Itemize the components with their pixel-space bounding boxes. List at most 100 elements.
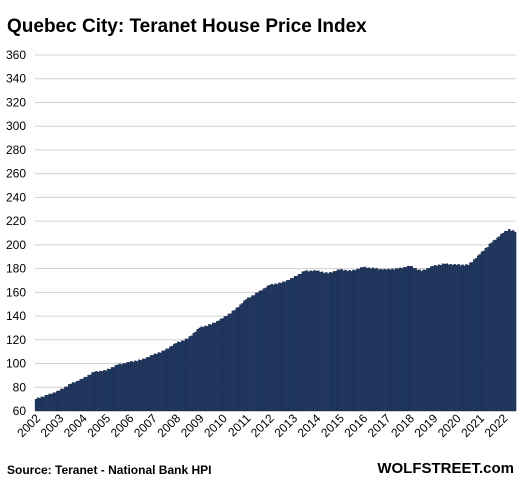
bar — [223, 316, 227, 412]
x-tick-label: 2022 — [482, 411, 511, 440]
x-tick-label: 2018 — [388, 411, 417, 440]
bar — [344, 269, 347, 412]
x-tick-label: 2010 — [201, 411, 230, 440]
x-tick-label: 2003 — [38, 411, 67, 440]
bar — [106, 368, 110, 412]
bar — [163, 350, 166, 412]
bar — [71, 382, 75, 412]
bar — [328, 272, 332, 412]
bar — [44, 394, 47, 412]
bar — [500, 233, 503, 412]
x-tick-label: 2015 — [318, 411, 347, 440]
bar — [377, 269, 380, 412]
y-tick-label: 100 — [6, 357, 26, 371]
bar — [251, 295, 254, 412]
bar — [241, 303, 244, 412]
bar — [363, 266, 367, 412]
bar — [79, 379, 83, 412]
y-tick-label: 200 — [6, 238, 26, 252]
x-tick-label: 2005 — [84, 411, 113, 440]
bar — [476, 255, 480, 412]
x-tick-label: 2011 — [225, 411, 253, 439]
bar — [42, 396, 46, 412]
bar — [437, 264, 441, 412]
bar — [369, 268, 373, 412]
x-tick-label: 2020 — [435, 411, 464, 440]
y-tick-label: 340 — [6, 72, 26, 86]
bar — [155, 353, 158, 412]
bar — [356, 268, 359, 412]
bar — [350, 271, 353, 412]
bar — [352, 269, 355, 412]
bar — [81, 378, 84, 412]
bar — [34, 399, 38, 412]
bar — [264, 287, 268, 412]
bar — [217, 320, 221, 412]
bar — [192, 332, 195, 412]
brand-watermark: WOLFSTREET.com — [377, 460, 514, 477]
bar — [451, 264, 454, 412]
bar — [225, 316, 229, 412]
bar — [455, 264, 458, 412]
bar — [214, 322, 217, 412]
bar — [422, 269, 425, 412]
bar — [52, 392, 55, 412]
bar — [149, 355, 153, 412]
bar — [95, 371, 98, 412]
bar — [379, 268, 382, 412]
bar — [439, 265, 443, 412]
bar — [104, 370, 108, 412]
bar — [293, 276, 297, 412]
bar — [332, 271, 336, 412]
y-tick-label: 300 — [6, 119, 26, 133]
bar — [243, 300, 246, 412]
bar — [126, 362, 129, 412]
bar — [402, 267, 406, 412]
bar — [132, 361, 135, 412]
bar — [268, 285, 271, 412]
bar — [221, 318, 225, 412]
bar — [75, 380, 79, 412]
bar — [424, 269, 427, 412]
bar — [169, 346, 172, 412]
bar — [274, 283, 277, 412]
bar — [467, 265, 470, 412]
bar — [245, 299, 248, 412]
bar — [317, 270, 320, 412]
bar — [239, 304, 242, 412]
bar — [73, 382, 77, 412]
bar — [506, 230, 509, 412]
x-tick-label: 2004 — [61, 411, 90, 440]
bar — [112, 367, 116, 412]
bar — [453, 264, 456, 412]
bar — [478, 254, 482, 412]
bar — [492, 240, 495, 412]
bar — [408, 266, 412, 412]
y-tick-label: 180 — [6, 262, 26, 276]
bar — [299, 273, 303, 412]
bar — [48, 393, 51, 412]
bar — [387, 268, 390, 412]
bar — [391, 268, 394, 412]
bar — [383, 268, 386, 412]
bar — [276, 284, 279, 412]
bar — [504, 230, 507, 412]
bar — [212, 322, 215, 412]
bar — [404, 267, 408, 412]
bar — [315, 270, 318, 412]
y-tick-label: 240 — [6, 190, 26, 204]
bar — [249, 297, 252, 412]
bar — [406, 265, 410, 412]
bar — [235, 307, 238, 412]
bar — [447, 264, 451, 412]
bar — [465, 264, 468, 412]
bar — [418, 269, 421, 412]
bar — [93, 371, 96, 412]
x-tick-label: 2016 — [342, 411, 371, 440]
bar — [180, 340, 184, 412]
bar — [50, 394, 53, 412]
bar — [262, 288, 266, 412]
bar — [457, 264, 460, 412]
bar — [46, 395, 49, 412]
x-tick-label: 2008 — [155, 411, 184, 440]
